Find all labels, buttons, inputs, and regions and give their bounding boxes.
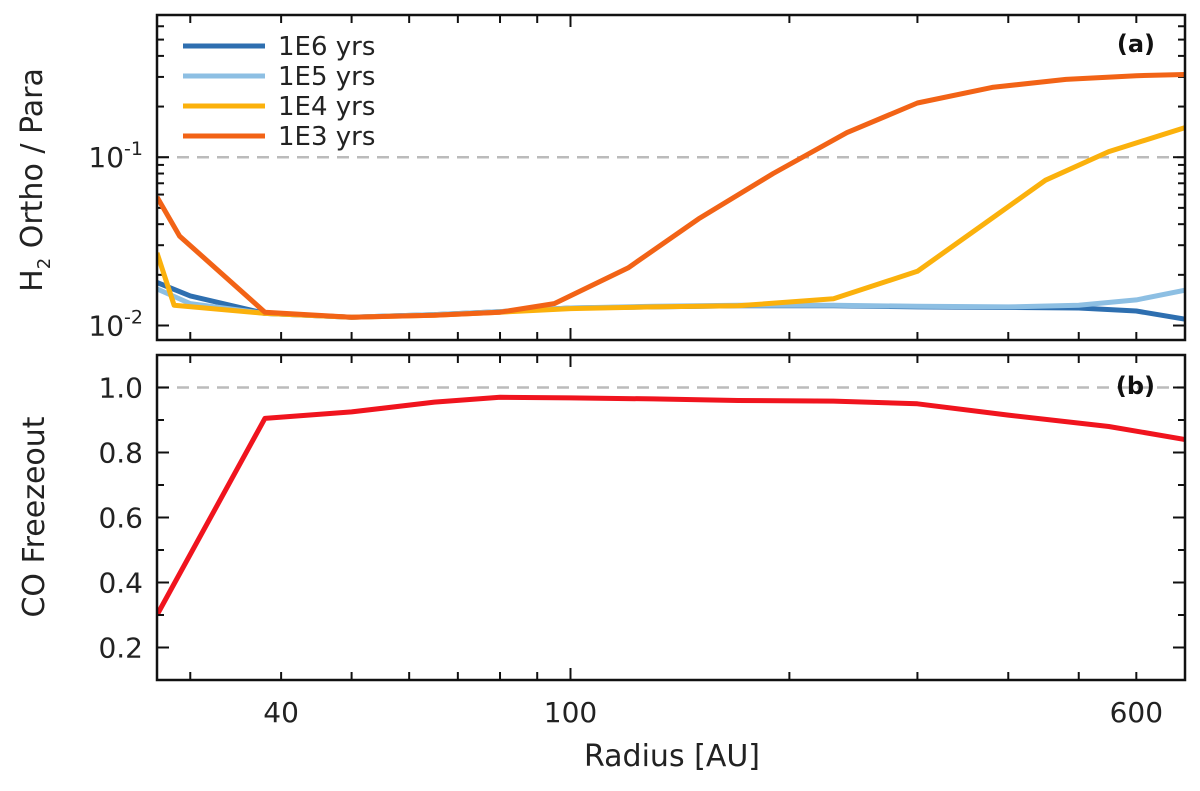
- panel-b-y-tick-label: 0.6: [98, 502, 143, 535]
- series-line-1e4-yrs: [157, 125, 1185, 320]
- panel-b-series-group: [157, 394, 1185, 617]
- panel-b-y-ticks: 0.2 0.4 0.6 0.8 1.0: [98, 354, 1185, 681]
- panel-b-co-freezeout-chart: 0.2 0.4 0.6 0.8 1.0 40 100 600 (b) CO Freezeou…: [17, 353, 1187, 774]
- panel-b-y-tick-label: 0.2: [98, 632, 143, 665]
- panel-a-y-ticks: 10-1 10-2: [88, 138, 143, 342]
- panel-a-y-tick-label: 10-1: [88, 138, 143, 174]
- panel-b-tag: (b): [1116, 372, 1155, 400]
- x-axis-label: Radius [AU]: [584, 739, 760, 774]
- panel-b-x-ticks: 40 100 600: [263, 696, 1163, 729]
- panel-b-y-tick-label: 0.8: [98, 437, 143, 470]
- panel-b-y-axis-label: CO Freezeout: [17, 416, 52, 617]
- x-tick-label: 100: [544, 696, 597, 729]
- panel-b-y-tick-label: 1.0: [98, 372, 143, 405]
- series-line-1e3-yrs: [157, 72, 1185, 320]
- panel-b-y-tick-label: 0.4: [98, 567, 143, 600]
- legend-label: 1E6 yrs: [278, 32, 375, 62]
- legend-label: 1E3 yrs: [278, 122, 375, 152]
- x-tick-label: 40: [263, 696, 299, 729]
- panel-a-tag: (a): [1117, 30, 1155, 58]
- panel-b-minor-ticks: [189, 355, 1186, 680]
- x-tick-label: 600: [1110, 696, 1163, 729]
- panel-b-frame: [155, 353, 1187, 682]
- legend-label: 1E4 yrs: [278, 92, 375, 122]
- panel-a-y-tick-label: 10-2: [88, 306, 143, 342]
- panel-a-series-group: [157, 72, 1185, 322]
- panel-a-frame: [155, 13, 1187, 342]
- panel-a-ortho-para-chart: 10-1 10-2 (a) H2 Ortho / Para 1E6 yrs1E5 …: [15, 13, 1187, 342]
- panel-a-y-axis-label: H2 Ortho / Para: [15, 68, 55, 292]
- panel-a-minor-ticks: [157, 15, 1186, 340]
- series-line-co-freezeout: [157, 394, 1185, 617]
- legend-label: 1E5 yrs: [278, 62, 375, 92]
